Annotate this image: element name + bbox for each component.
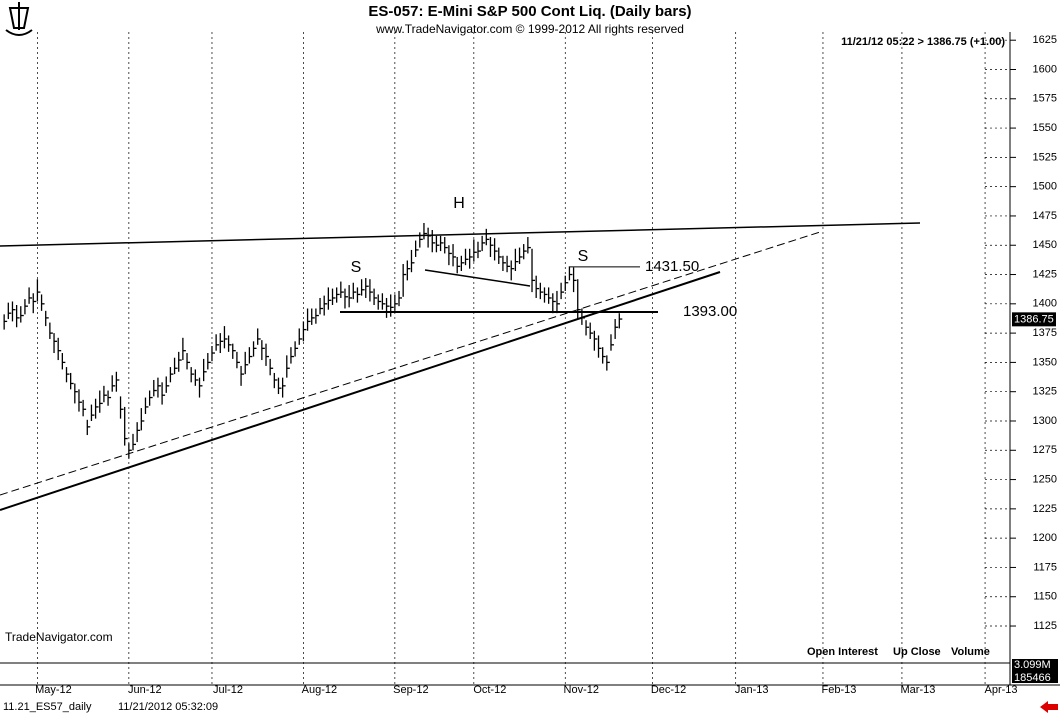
y-tick-label: 1325 xyxy=(1033,386,1057,398)
x-tick-label: May-12 xyxy=(35,684,72,696)
y-tick-label: 1175 xyxy=(1033,561,1057,573)
x-tick-label: Apr-13 xyxy=(985,684,1018,696)
y-tick-label: 1225 xyxy=(1033,503,1057,515)
volume-label: 185466 xyxy=(1014,672,1051,684)
y-tick-label: 1125 xyxy=(1033,620,1057,632)
y-tick-label: 1625 xyxy=(1033,34,1057,46)
y-tick-label: 1250 xyxy=(1033,473,1057,485)
x-tick-label: Jul-12 xyxy=(213,684,243,696)
x-tick-label: Oct-12 xyxy=(473,684,506,696)
y-tick-label: 1575 xyxy=(1033,93,1057,105)
y-tick-label: 1375 xyxy=(1033,327,1057,339)
logo xyxy=(5,2,33,36)
x-tick-label: Dec-12 xyxy=(651,684,686,696)
level-label: 1431.50 xyxy=(645,258,699,275)
x-tick-label: Jan-13 xyxy=(735,684,769,696)
pattern-label: H xyxy=(453,195,465,212)
x-tick-label: Nov-12 xyxy=(564,684,599,696)
x-tick-label: Jun-12 xyxy=(128,684,162,696)
x-tick-label: Sep-12 xyxy=(393,684,428,696)
x-tick-label: Mar-13 xyxy=(901,684,936,696)
y-tick-label: 1475 xyxy=(1033,210,1057,222)
footer: 11.21_ES57_daily xyxy=(3,701,92,713)
y-tick-label: 1525 xyxy=(1033,151,1057,163)
chart-title: ES-057: E-Mini S&P 500 Cont Liq. (Daily … xyxy=(368,3,691,20)
y-tick-label: 1150 xyxy=(1033,591,1057,603)
pattern-label: S xyxy=(351,259,362,276)
volume-box xyxy=(1012,659,1058,683)
y-tick-label: 1200 xyxy=(1033,532,1057,544)
quote: 11/21/12 05:22 > 1386.75 (+1.00) xyxy=(841,36,1005,48)
panel-label: Volume xyxy=(951,646,990,658)
scroll-arrow[interactable] xyxy=(1040,701,1058,713)
y-tick-label: 1425 xyxy=(1033,268,1057,280)
watermark: TradeNavigator.com xyxy=(5,630,113,644)
y-tick-label: 1600 xyxy=(1033,63,1057,75)
y-tick-label: 1550 xyxy=(1033,122,1057,134)
panel-label: Open Interest xyxy=(807,646,878,658)
volume-label: 3.099M xyxy=(1014,659,1051,671)
pattern-label: S xyxy=(578,248,589,265)
y-tick-label: 1350 xyxy=(1033,356,1057,368)
panel-label: Up Close xyxy=(893,646,941,658)
y-tick-label: 1300 xyxy=(1033,415,1057,427)
level-label: 1393.00 xyxy=(683,303,737,320)
y-tick-label: 1275 xyxy=(1033,444,1057,456)
y-tick-label: 1500 xyxy=(1033,181,1057,193)
trendline xyxy=(424,269,531,287)
x-tick-label: Aug-12 xyxy=(302,684,337,696)
y-tick-label: 1450 xyxy=(1033,239,1057,251)
footer: 11/21/2012 05:32:09 xyxy=(118,701,218,713)
trendline xyxy=(0,222,921,247)
last-price-box xyxy=(1012,312,1056,327)
last-price-label: 1386.75 xyxy=(1014,313,1054,325)
chart-subtitle: www.TradeNavigator.com © 1999-2012 All r… xyxy=(375,22,684,36)
y-tick-label: 1400 xyxy=(1033,298,1057,310)
x-tick-label: Feb-13 xyxy=(822,684,857,696)
